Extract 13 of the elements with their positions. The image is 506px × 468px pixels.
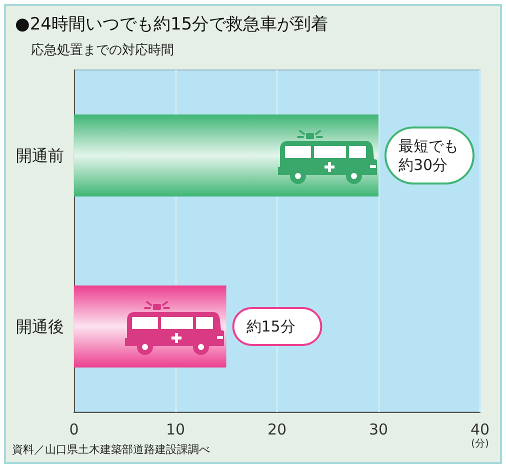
chart-title: ●24時間いつでも約15分で救急車が到着 [15,14,328,34]
x-tick-label: 40 [470,420,490,438]
x-axis-title: (分) [471,438,489,450]
data-label: 最短でも約30分 [398,137,458,174]
y-tick-label: 開通前 [16,146,64,165]
x-tick-label: 0 [69,420,79,438]
x-tick-label: 30 [368,420,388,438]
chart-subtitle: 応急処置までの対応時間 [31,42,174,58]
data-label: 約15分 [246,318,296,336]
x-tick-label: 10 [166,420,186,438]
text: 資料／山口県土木建築部道路建設課調べ [12,443,210,456]
x-tick-label: 20 [267,420,287,438]
y-tick-label: 開通後 [16,317,64,336]
